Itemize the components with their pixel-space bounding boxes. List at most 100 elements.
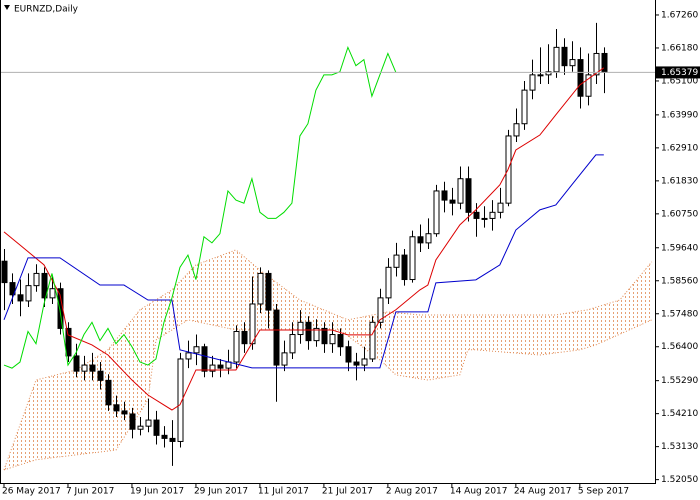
candle-body (313, 327, 320, 342)
candle-body (497, 202, 504, 213)
candle-body (41, 272, 48, 299)
x-tick-label: 7 Jun 2017 (66, 487, 114, 497)
candle-body (305, 321, 312, 342)
current-price-label: 1.65379 (661, 68, 698, 78)
plot-area (0, 22, 655, 471)
candle-body (577, 59, 584, 97)
y-tick-label: 1.57480 (661, 309, 698, 319)
candle-body (129, 413, 136, 430)
candle-body (345, 346, 352, 363)
y-tick-label: 1.67260 (661, 10, 698, 20)
x-tick-label: 2 Aug 2017 (386, 487, 438, 497)
y-tick-label: 1.62910 (661, 143, 698, 153)
y-tick-label: 1.65100 (661, 76, 698, 86)
candle-body (569, 59, 576, 67)
candle-body (177, 358, 184, 442)
y-tick-label: 1.60750 (661, 209, 698, 219)
candle-body (89, 364, 96, 372)
x-tick-label: 29 Jun 2017 (194, 487, 248, 497)
candle-body (537, 74, 544, 77)
candle-body (1, 260, 8, 284)
candle-body (361, 358, 368, 366)
y-tick-label: 1.56400 (661, 342, 698, 352)
candle-body (257, 272, 264, 305)
candle-body (417, 236, 424, 244)
candle-body (161, 434, 168, 439)
candle-body (393, 254, 400, 268)
candle-body (449, 199, 456, 204)
candle-body (353, 361, 360, 366)
candle-body (297, 321, 304, 336)
candle-body (489, 211, 496, 219)
candle-body (553, 46, 560, 73)
y-tick-label: 1.58560 (661, 276, 698, 286)
candle-body (273, 309, 280, 366)
candle-body (441, 190, 448, 201)
candle-body (153, 419, 160, 436)
candle-body (473, 211, 480, 219)
candle-body (169, 437, 176, 442)
indicator-line (3, 67, 605, 411)
candle-body (25, 285, 32, 302)
y-tick-label: 1.53130 (661, 442, 698, 452)
candle-body (561, 46, 568, 67)
y-tick-label: 1.54210 (661, 409, 698, 419)
candle-body (33, 272, 40, 287)
candle-body (409, 236, 416, 281)
candle-body (201, 346, 208, 372)
candle-body (585, 74, 592, 97)
candle-body (289, 334, 296, 354)
candle-body (209, 364, 216, 372)
indicator-line (3, 154, 604, 369)
candle-body (329, 334, 336, 345)
cloud-span (3, 249, 653, 471)
candle-body (425, 233, 432, 244)
candle-body (137, 425, 144, 430)
candle-body (65, 327, 72, 357)
candle-body (105, 379, 112, 406)
x-tick-label: 11 Jul 2017 (258, 487, 309, 497)
candle-body (185, 352, 192, 360)
candle-body (521, 89, 528, 125)
candle-body (49, 288, 56, 299)
candle-body (545, 71, 552, 76)
x-tick-label: 5 Sep 2017 (578, 487, 629, 497)
indicator-line (3, 45, 397, 369)
candle-body (81, 364, 88, 372)
y-tick-label: 1.55290 (661, 376, 698, 386)
candle-body (465, 178, 472, 213)
chart-title: EURNZD,Daily (14, 5, 79, 15)
candle-body (113, 404, 120, 412)
candle-body (145, 419, 152, 427)
candle-body (601, 52, 608, 73)
candle-body (73, 355, 80, 372)
candle-body (369, 321, 376, 360)
x-tick-label: 21 Jul 2017 (322, 487, 373, 497)
candle-body (337, 334, 344, 348)
x-tick-label: 19 Jun 2017 (130, 487, 184, 497)
candle-body (481, 217, 488, 220)
x-tick-label: 24 Aug 2017 (514, 487, 572, 497)
candle-body (17, 294, 24, 302)
candle-body (193, 346, 200, 354)
candle-body (593, 52, 600, 76)
y-tick-label: 1.66180 (661, 43, 698, 53)
cloud-fill (3, 249, 652, 470)
y-tick-label: 1.59640 (661, 243, 698, 253)
candle-body (241, 330, 248, 345)
candle-body (513, 123, 520, 137)
y-tick-label: 1.61830 (661, 176, 698, 186)
candle-body (249, 303, 256, 345)
candle-body (233, 330, 240, 363)
candle-body (529, 74, 536, 91)
candle-body (457, 178, 464, 204)
y-tick-label: 1.63990 (661, 110, 698, 120)
symbol-icon (4, 5, 10, 10)
x-tick-label: 26 May 2017 (2, 487, 61, 497)
current-price-box (656, 66, 700, 79)
candle-body (217, 364, 224, 369)
candle-body (225, 361, 232, 369)
candle-body (377, 297, 384, 323)
candle-body (321, 327, 328, 345)
